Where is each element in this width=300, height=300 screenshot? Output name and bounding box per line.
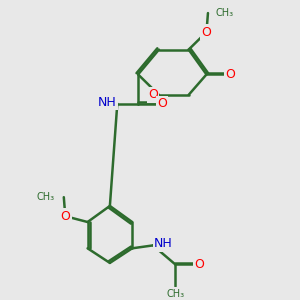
Text: NH: NH [98, 96, 116, 109]
Text: CH₃: CH₃ [215, 8, 233, 18]
Text: O: O [148, 88, 158, 101]
Text: O: O [225, 68, 235, 81]
Text: CH₃: CH₃ [166, 289, 184, 298]
Text: O: O [157, 97, 167, 110]
Text: NH: NH [154, 237, 173, 250]
Text: O: O [60, 210, 70, 223]
Text: O: O [202, 26, 212, 39]
Text: CH₃: CH₃ [37, 192, 55, 202]
Text: O: O [194, 258, 204, 271]
